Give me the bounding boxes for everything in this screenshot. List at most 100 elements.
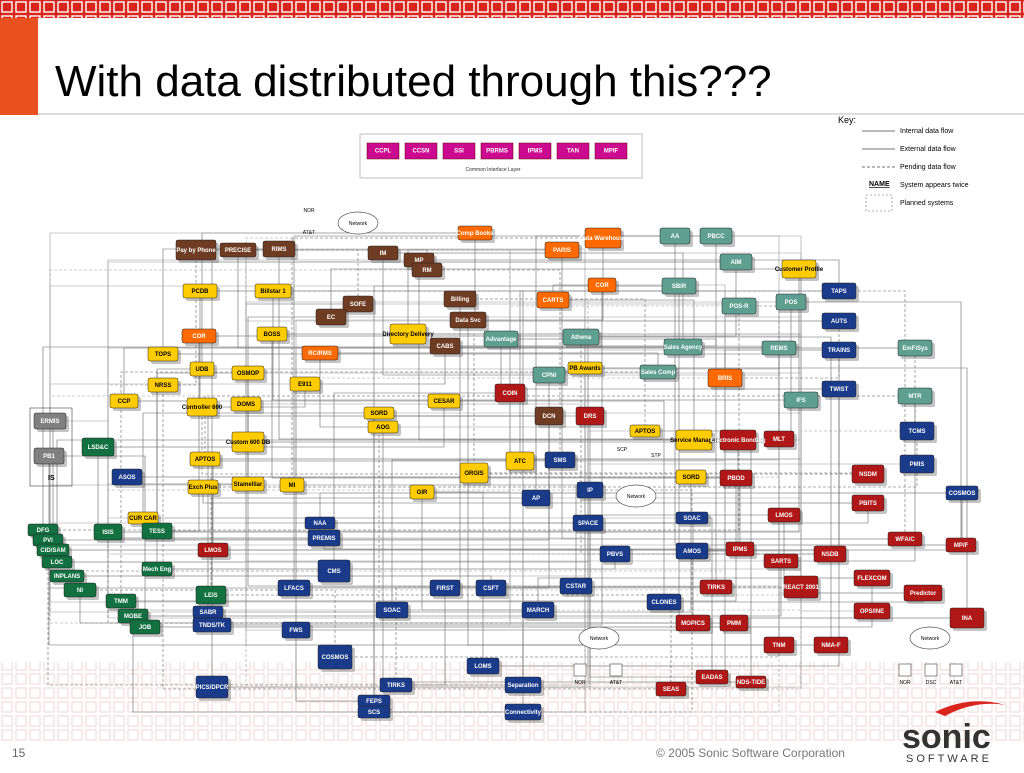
system-box [409, 484, 435, 500]
system-box [735, 675, 767, 689]
connector [725, 321, 840, 379]
system-box [719, 429, 757, 451]
system-label: Exch Plus [189, 485, 218, 491]
site-label: NOR [303, 208, 315, 214]
connector [590, 489, 693, 518]
system-box [192, 617, 232, 633]
site-box [949, 663, 963, 677]
system-label: Custom 600 DB [226, 440, 271, 446]
key-item: Pending data flow [900, 164, 957, 171]
system-label: APTOS [195, 457, 216, 463]
connector [47, 540, 523, 686]
connector [692, 517, 713, 677]
system-box [277, 579, 311, 597]
system-label: RIMS [272, 247, 287, 253]
system-label: DCN [543, 414, 556, 420]
layer-system-label: MPIF [604, 149, 619, 155]
system-label: WFA/C [895, 537, 915, 543]
site-label: NOR [899, 680, 911, 686]
logo-sub: SOFTWARE [906, 753, 992, 765]
system-box [342, 295, 374, 313]
system-box [534, 406, 564, 426]
connector [49, 421, 961, 546]
system-box [466, 657, 500, 675]
site-box [898, 663, 912, 677]
site-label: DSC [926, 680, 937, 686]
system-label: Controller 600 [182, 405, 223, 411]
system-box [699, 227, 733, 245]
system-label: Billing [451, 297, 470, 303]
system-box [231, 431, 265, 453]
slide-title: With data distributed through this??? [55, 57, 772, 106]
system-box [903, 584, 943, 602]
labels: Network Network Network Network NOR AT&T NOR AT… [29, 208, 963, 686]
system-box [675, 469, 707, 485]
system-label: E911 [298, 382, 312, 388]
system-label: TAPS [831, 289, 847, 295]
connector [245, 400, 444, 404]
network-cloud [578, 626, 620, 650]
system-label: EmFiSys [902, 346, 928, 352]
system-label: SOAC [383, 608, 401, 614]
system-box [109, 393, 139, 409]
system-box [775, 293, 807, 311]
system-box [231, 476, 265, 492]
system-label: SMS [553, 458, 566, 464]
system-box [521, 601, 555, 619]
connector [295, 439, 694, 630]
system-label: MOBE [124, 614, 142, 620]
system-label: REACT 2001 [783, 585, 819, 591]
system-box [182, 283, 218, 299]
system-box [584, 227, 622, 249]
system-label: PVI [43, 538, 53, 544]
connector [245, 404, 523, 686]
system-label: MLT [773, 437, 785, 443]
page-number: 15 [12, 746, 26, 760]
system-label: PMIS [910, 462, 925, 468]
system-box [899, 454, 935, 474]
system-label: PBOD [727, 476, 745, 482]
system-box [813, 545, 847, 563]
logo: sonic [902, 718, 991, 756]
system-label: REMS [770, 346, 787, 352]
system-box [567, 361, 603, 375]
system-label: MARCH [527, 608, 549, 614]
connector [419, 259, 840, 291]
system-label: BRIS [718, 376, 732, 382]
system-label: TESS [149, 529, 165, 535]
system-box [449, 311, 487, 329]
system-label: TNM [773, 643, 786, 649]
connector [107, 489, 590, 532]
connector [319, 353, 383, 428]
system-box [629, 424, 661, 438]
system-label: PICS/DPCR [196, 685, 229, 691]
system-box [363, 406, 395, 420]
system-label: SOFE [350, 302, 366, 308]
connector [553, 299, 695, 440]
layer-system-label: CCSN [412, 149, 429, 155]
system-box [821, 341, 857, 359]
system-box [105, 593, 137, 609]
connector [293, 235, 716, 588]
system-label: AA [671, 234, 680, 240]
system-box [429, 337, 461, 355]
system-label: Stamelliar [234, 482, 263, 488]
network-cloud [337, 211, 379, 235]
system-box [504, 676, 542, 694]
connector [107, 532, 615, 555]
system-label: DRS [584, 414, 597, 420]
connector [474, 472, 869, 474]
system-label: TIRKS [707, 585, 725, 591]
site-label: AT&T [950, 680, 962, 686]
group-label: IS [48, 475, 55, 482]
system-box [429, 579, 461, 597]
system-box [375, 601, 409, 619]
connector [391, 459, 560, 610]
system-label: FWS [289, 628, 302, 634]
system-box [129, 619, 161, 635]
connector [49, 395, 915, 421]
system-box [851, 494, 885, 512]
connector [50, 420, 109, 532]
system-label: CABS [436, 344, 453, 350]
